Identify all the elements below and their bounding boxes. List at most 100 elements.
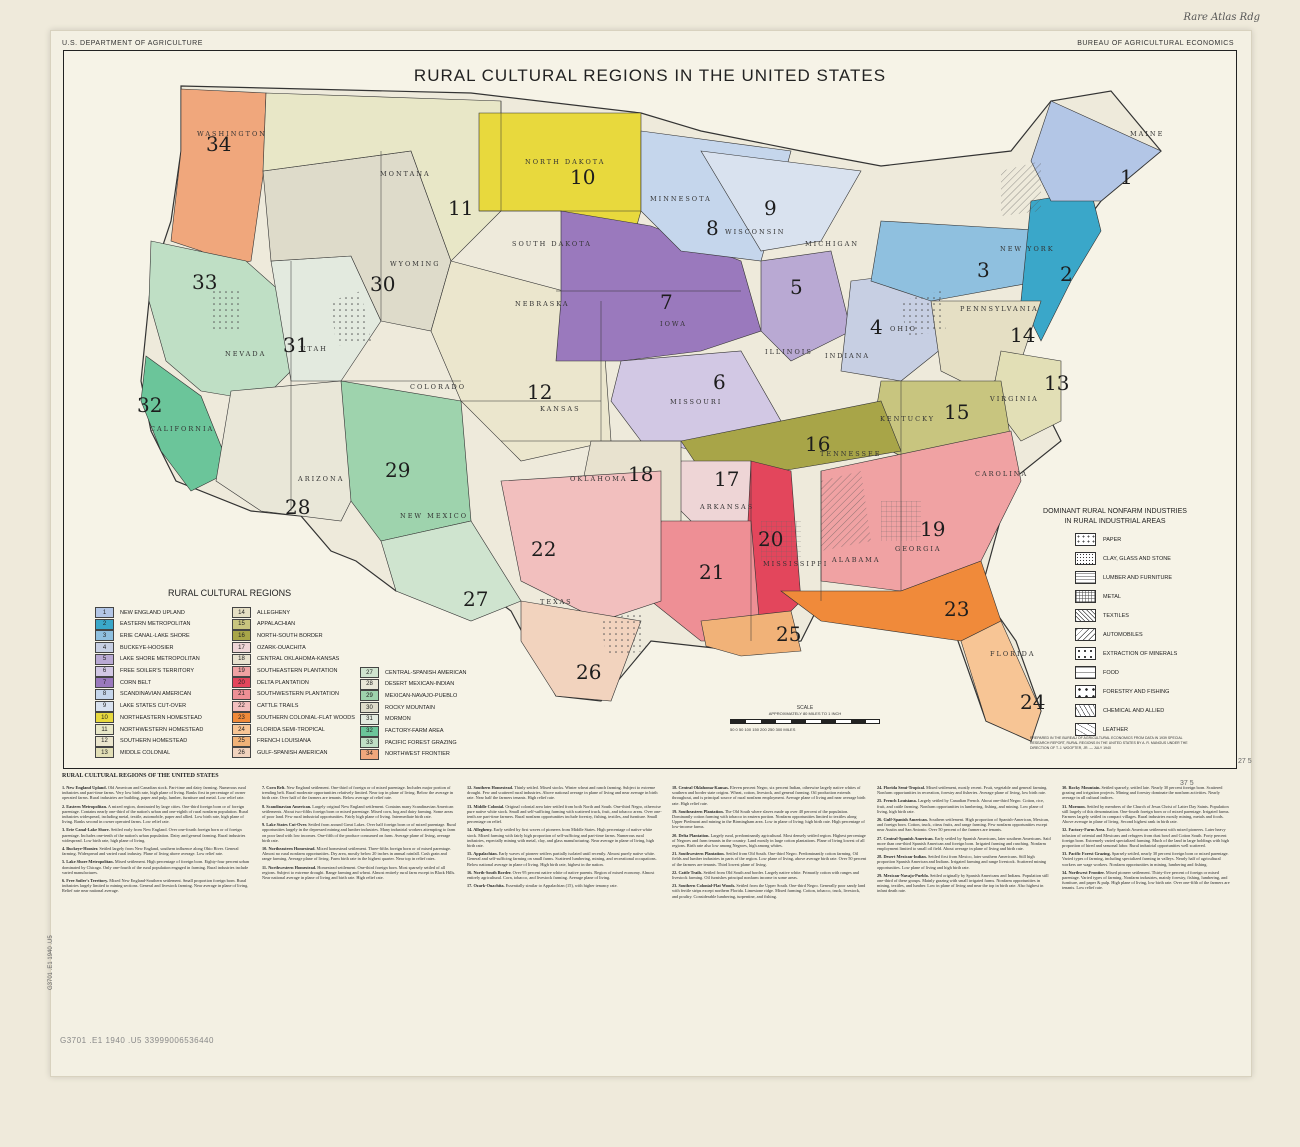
legend-item-20[interactable]: 20 DELTA PLANTATION <box>232 677 309 689</box>
region-number-12[interactable]: 12 <box>527 380 553 404</box>
legend-item-12[interactable]: 12 SOUTHERN HOMESTEAD <box>95 735 187 747</box>
nonfarm-item[interactable]: LEATHER <box>1075 723 1128 736</box>
region-number-28[interactable]: 28 <box>285 495 311 519</box>
region-number-3[interactable]: 3 <box>977 258 990 282</box>
region-number-34[interactable]: 34 <box>206 132 232 156</box>
legend-item-15[interactable]: 15 APPALACHIAN <box>232 618 295 630</box>
region-number-8[interactable]: 8 <box>706 216 719 240</box>
legend-item-32[interactable]: 32 FACTORY-FARM AREA <box>360 725 444 737</box>
legend-item-19[interactable]: 19 SOUTHEASTERN PLANTATION <box>232 665 337 677</box>
legend-item-28[interactable]: 28 DESERT MEXICAN-INDIAN <box>360 678 454 690</box>
legend-item-18[interactable]: 18 CENTRAL OKLAHOMA-KANSAS <box>232 653 339 665</box>
region-number-1[interactable]: 1 <box>1120 165 1133 189</box>
legend-item-5[interactable]: 5 LAKE SHORE METROPOLITAN <box>95 653 200 665</box>
nonfarm-item[interactable]: FORESTRY AND FISHING <box>1075 685 1169 698</box>
region-number-18[interactable]: 18 <box>628 462 654 486</box>
nonfarm-title-line2: IN RURAL INDUSTRIAL AREAS <box>1064 518 1166 525</box>
region-number-30[interactable]: 30 <box>370 272 396 296</box>
legend-item-31[interactable]: 31 MORMON <box>360 713 411 725</box>
region-number-6[interactable]: 6 <box>713 370 726 394</box>
region-number-33[interactable]: 33 <box>192 270 218 294</box>
legend-item-3[interactable]: 3 ERIE CANAL-LAKE SHORE <box>95 630 190 642</box>
legend-item-24[interactable]: 24 FLORIDA SEMI-TROPICAL <box>232 724 325 735</box>
state-label-iowa: IOWA <box>660 320 687 328</box>
region-number-22[interactable]: 22 <box>531 537 557 561</box>
region-number-11[interactable]: 11 <box>448 196 474 220</box>
legend-item-10[interactable]: 10 NORTHEASTERN HOMESTEAD <box>95 712 202 724</box>
legend-item-1[interactable]: 1 NEW ENGLAND UPLAND <box>95 607 185 618</box>
map-frame[interactable] <box>63 50 1237 769</box>
region-number-27[interactable]: 27 <box>463 587 489 611</box>
nonfarm-swatch <box>1075 723 1096 736</box>
region-note-text: Sparsely settled, nearly 30 percent fore… <box>1062 851 1229 867</box>
region-number-25[interactable]: 25 <box>776 622 802 646</box>
legend-item-29[interactable]: 29 MEXICAN-NAVAJO-PUEBLO <box>360 690 457 702</box>
region-number-21[interactable]: 21 <box>699 560 725 584</box>
legend-item-8[interactable]: 8 SCANDINAVIAN AMERICAN <box>95 688 191 700</box>
nonfarm-item[interactable]: TEXTILES <box>1075 609 1129 622</box>
region-note: 8. Scandinavian American. Largely origin… <box>262 804 457 820</box>
region-note-text: Over 95 percent native white of native p… <box>467 869 655 881</box>
legend-item-4[interactable]: 4 BUCKEYE-HOOSIER <box>95 642 173 654</box>
legend-item-33[interactable]: 33 PACIFIC FOREST GRAZING <box>360 737 457 749</box>
legend-swatch: 33 <box>360 737 379 749</box>
legend-item-34[interactable]: 34 NORTHWEST FRONTIER <box>360 748 450 760</box>
region-number-4[interactable]: 4 <box>870 315 883 339</box>
legend-item-27[interactable]: 27 CENTRAL-SPANISH AMERICAN <box>360 667 467 678</box>
region-note-text: New England settlement. One-third of for… <box>262 785 454 801</box>
region-number-20[interactable]: 20 <box>758 527 784 551</box>
region-number-13[interactable]: 13 <box>1044 371 1070 395</box>
legend-item-22[interactable]: 22 CATTLE TRAILS <box>232 700 299 712</box>
region-number-10[interactable]: 10 <box>570 165 596 189</box>
region-number-7[interactable]: 7 <box>660 290 673 314</box>
region-number-29[interactable]: 29 <box>385 458 411 482</box>
legend-label: NORTH-SOUTH BORDER <box>257 632 323 639</box>
region-number-5[interactable]: 5 <box>790 275 803 299</box>
region-number-31[interactable]: 31 <box>283 333 309 357</box>
legend-item-25[interactable]: 25 FRENCH LOUISIANA <box>232 735 311 747</box>
region-number-15[interactable]: 15 <box>944 400 970 424</box>
region-number-16[interactable]: 16 <box>805 432 831 456</box>
legend-item-7[interactable]: 7 CORN BELT <box>95 677 151 689</box>
legend-label: CATTLE TRAILS <box>257 703 299 710</box>
state-label-kentucky: KENTUCKY <box>880 415 936 423</box>
region-number-14[interactable]: 14 <box>1010 323 1036 347</box>
legend-item-14[interactable]: 14 ALLEGHENY <box>232 607 290 618</box>
legend-item-9[interactable]: 9 LAKE STATES CUT-OVER <box>95 700 186 712</box>
legend-item-21[interactable]: 21 SOUTHWESTERN PLANTATION <box>232 688 339 700</box>
state-label-florida: FLORIDA <box>990 650 1036 658</box>
region-note-text: Settled from the Upper South. One-third … <box>672 883 866 899</box>
nonfarm-item[interactable]: AUTOMOBILES <box>1075 628 1143 641</box>
nonfarm-item[interactable]: PAPER <box>1075 533 1121 546</box>
nonfarm-item[interactable]: FOOD <box>1075 666 1119 679</box>
legend-item-23[interactable]: 23 SOUTHERN COLONIAL-FLAT WOODS <box>232 712 355 724</box>
region-number-32[interactable]: 32 <box>137 393 163 417</box>
legend-label: FLORIDA SEMI-TROPICAL <box>257 726 325 733</box>
region-number-26[interactable]: 26 <box>576 660 602 684</box>
legend-item-17[interactable]: 17 OZARK-OUACHITA <box>232 642 306 654</box>
legend-swatch: 6 <box>95 665 114 677</box>
region-number-17[interactable]: 17 <box>714 467 740 491</box>
nonfarm-item[interactable]: CLAY, GLASS AND STONE <box>1075 552 1171 565</box>
nonfarm-item[interactable]: METAL <box>1075 590 1121 603</box>
nonfarm-item[interactable]: CHEMICAL AND ALLIED <box>1075 704 1164 717</box>
region-number-23[interactable]: 23 <box>944 597 970 621</box>
legend-item-6[interactable]: 6 FREE SOILER'S TERRITORY <box>95 665 194 677</box>
region-number-2[interactable]: 2 <box>1060 262 1073 286</box>
region-number-24[interactable]: 24 <box>1020 690 1046 714</box>
legend-item-16[interactable]: 16 NORTH-SOUTH BORDER <box>232 630 323 642</box>
legend-label: ALLEGHENY <box>257 609 291 616</box>
legend-item-11[interactable]: 11 NORTHWESTERN HOMESTEAD <box>95 724 203 735</box>
nonfarm-item[interactable]: EXTRACTION OF MINERALS <box>1075 647 1177 660</box>
nonfarm-label: LEATHER <box>1103 726 1128 733</box>
legend-item-26[interactable]: 26 GULF-SPANISH AMERICAN <box>232 747 328 759</box>
legend-item-30[interactable]: 30 ROCKY MOUNTAIN <box>360 702 435 714</box>
legend-item-2[interactable]: 2 EASTERN METROPOLITAN <box>95 618 191 630</box>
region-number-9[interactable]: 9 <box>764 196 777 220</box>
nonfarm-item[interactable]: LUMBER AND FURNITURE <box>1075 571 1172 584</box>
legend-label: FRENCH LOUISIANA <box>257 738 311 745</box>
legend-item-13[interactable]: 13 MIDDLE COLONIAL <box>95 747 170 759</box>
region-note-text: Settled largely from New England, southe… <box>62 846 239 857</box>
notes-column: 30. Rocky Mountain. Settled sparsely, se… <box>1062 785 1232 894</box>
region-number-19[interactable]: 19 <box>920 517 946 541</box>
